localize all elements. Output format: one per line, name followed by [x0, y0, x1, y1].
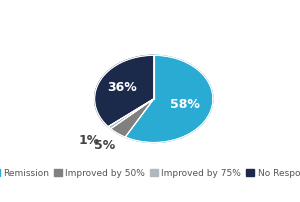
Polygon shape	[94, 55, 154, 127]
Text: 5%: 5%	[94, 139, 116, 152]
Text: 58%: 58%	[170, 98, 200, 111]
Polygon shape	[125, 55, 213, 142]
Text: 36%: 36%	[107, 81, 136, 94]
Polygon shape	[108, 99, 154, 129]
Text: 1%: 1%	[79, 134, 100, 147]
Legend: Remission, Improved by 50%, Improved by 75%, No Response: Remission, Improved by 50%, Improved by …	[0, 165, 300, 181]
Polygon shape	[111, 99, 154, 137]
